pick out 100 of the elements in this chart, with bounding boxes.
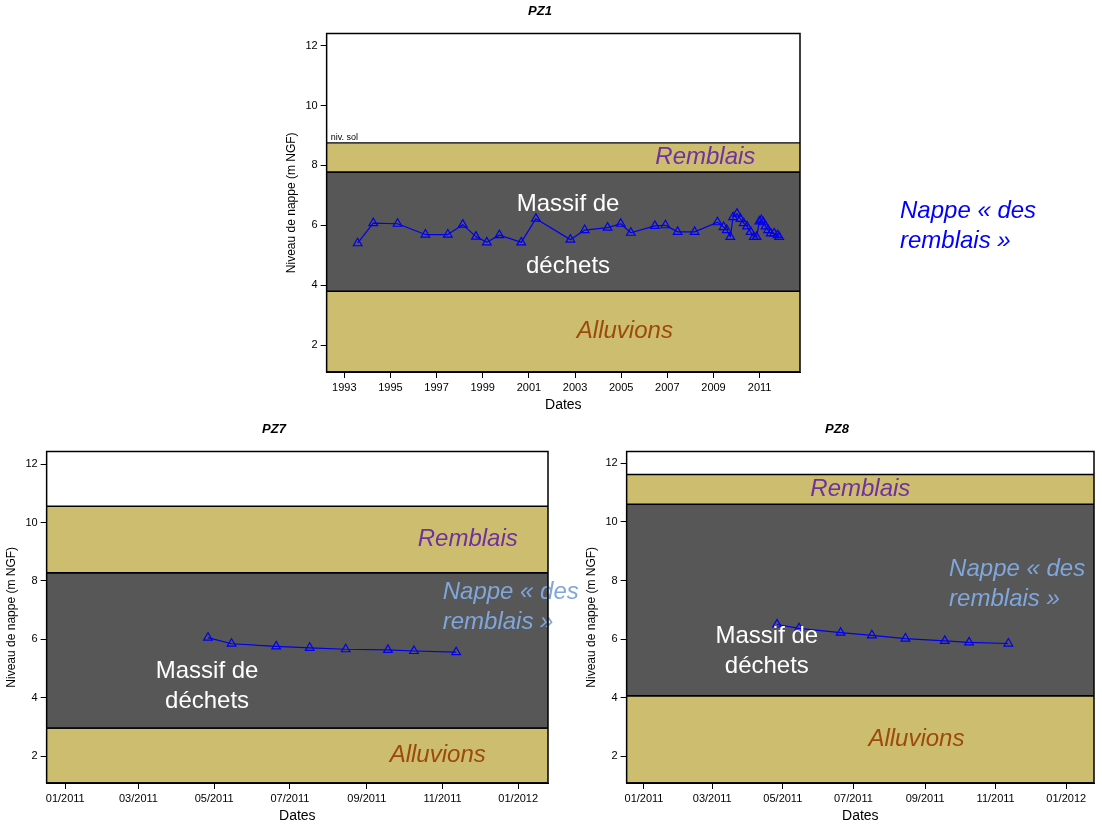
point: [481, 236, 492, 246]
band-label: Remblais: [655, 142, 756, 170]
point: [712, 216, 723, 226]
point: [271, 640, 282, 650]
point: [738, 217, 749, 227]
y-tick-label: 8: [31, 573, 38, 586]
point: [451, 646, 462, 656]
band-label: Massif de déchets: [715, 621, 819, 679]
point: [602, 222, 613, 231]
point: [660, 219, 671, 229]
point: [382, 644, 393, 653]
x-tick-label: 11/2011: [976, 791, 1015, 804]
x-tick-label: 1999: [470, 380, 495, 393]
point: [735, 213, 746, 223]
point: [203, 631, 213, 641]
point: [420, 228, 431, 238]
point: [728, 211, 739, 221]
point: [579, 224, 590, 234]
point: [835, 627, 846, 636]
point: [649, 220, 660, 229]
band-label: Alluvions: [387, 740, 486, 768]
point: [392, 218, 403, 227]
y-tick-label: 4: [311, 278, 318, 291]
x-tick-label: 2003: [562, 380, 588, 393]
ref-line-label: niv. sol: [330, 131, 358, 142]
y-axis-title: Niveau de nappe (m NGF): [283, 132, 298, 274]
y-tick-label: 2: [611, 749, 618, 762]
text: Nappe « des remblais »: [900, 196, 1037, 254]
x-tick-label: 03/2011: [692, 791, 732, 804]
x-tick-label: 01/2011: [624, 791, 664, 804]
band-label: Remblais: [417, 524, 518, 552]
chart-title: PZ1: [528, 3, 552, 19]
band-label: Remblais: [810, 474, 911, 502]
x-tick-label: 1995: [378, 380, 403, 393]
x-tick-label: 2009: [701, 380, 726, 393]
y-tick-label: 12: [25, 457, 38, 470]
point: [442, 228, 453, 238]
point: [1003, 637, 1014, 647]
point: [494, 229, 505, 239]
y-tick-label: 10: [25, 515, 38, 528]
band-label: Alluvions: [866, 724, 965, 752]
point: [625, 227, 636, 236]
x-tick-label: 03/2011: [118, 791, 158, 804]
x-tick-label: 1993: [332, 380, 357, 393]
point: [530, 213, 541, 222]
point: [760, 220, 771, 230]
point: [457, 219, 468, 228]
y-tick-label: 10: [305, 98, 318, 111]
y-tick-label: 8: [611, 573, 618, 586]
y-tick-label: 4: [31, 690, 38, 703]
x-axis-title: Dates: [279, 807, 316, 824]
y-tick-label: 6: [311, 218, 318, 231]
point: [742, 220, 753, 230]
point: [866, 629, 877, 639]
x-tick-label: 01/2011: [45, 791, 85, 804]
point: [964, 636, 974, 646]
y-tick-label: 10: [605, 514, 618, 527]
point: [352, 237, 363, 247]
x-tick-label: 07/2011: [833, 791, 873, 804]
point: [900, 632, 911, 642]
annotation: Nappe « des remblais »: [949, 553, 1086, 611]
point: [615, 218, 626, 227]
chart-title: PZ7: [262, 421, 287, 437]
x-tick-label: 2001: [516, 380, 542, 393]
y-axis-title: Niveau de nappe (m NGF): [583, 546, 598, 688]
y-tick-label: 12: [605, 456, 618, 469]
point: [226, 638, 237, 647]
x-tick-label: 2007: [655, 380, 680, 393]
y-axis-title: Niveau de nappe (m NGF): [3, 546, 18, 688]
x-axis-title: Dates: [842, 807, 879, 824]
x-tick-label: 01/2012: [498, 791, 539, 804]
point: [516, 236, 527, 246]
y-tick-label: 4: [611, 690, 618, 703]
point: [565, 234, 576, 243]
x-tick-label: 11/2011: [423, 791, 462, 804]
point: [304, 642, 315, 651]
band-label: Massif de déchets: [155, 655, 259, 713]
x-tick-label: 07/2011: [270, 791, 310, 804]
x-tick-label: 05/2011: [763, 791, 803, 804]
point: [725, 231, 736, 241]
point: [732, 207, 742, 217]
y-tick-label: 8: [311, 158, 318, 171]
y-tick-label: 12: [305, 38, 318, 51]
band-label: Alluvions: [574, 316, 673, 344]
x-tick-label: 1997: [424, 380, 449, 393]
x-axis-title: Dates: [545, 396, 582, 413]
y-tick-label: 6: [31, 632, 38, 645]
x-tick-label: 09/2011: [347, 791, 387, 804]
x-tick-label: 01/2012: [1046, 791, 1087, 804]
y-tick-label: 2: [31, 749, 38, 762]
point: [368, 217, 379, 227]
point: [745, 226, 756, 235]
point: [939, 635, 950, 644]
x-tick-label: 09/2011: [905, 791, 945, 804]
y-tick-label: 2: [311, 338, 318, 351]
point: [672, 226, 683, 235]
text: Massif de déchets: [516, 188, 620, 278]
chart-title: PZ8: [825, 421, 850, 437]
point: [340, 643, 351, 653]
x-tick-label: 05/2011: [194, 791, 234, 804]
